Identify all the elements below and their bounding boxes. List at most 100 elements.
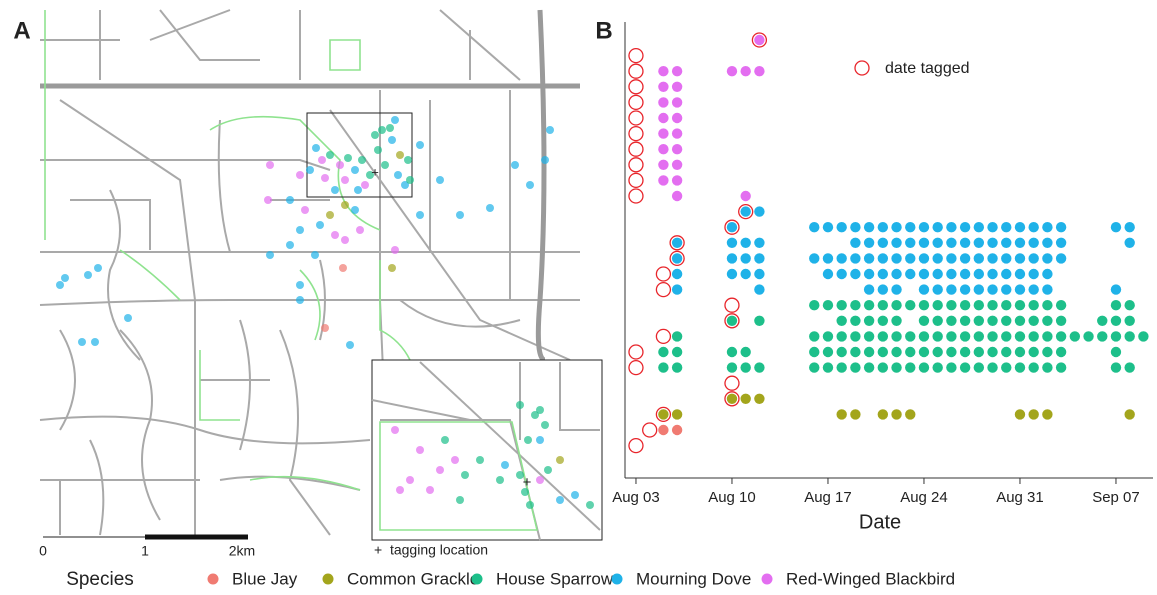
detection bbox=[671, 331, 683, 342]
detection bbox=[877, 362, 889, 373]
detection bbox=[932, 346, 943, 358]
tag-circle bbox=[724, 375, 740, 391]
map-point bbox=[61, 274, 69, 282]
detection bbox=[1042, 222, 1053, 233]
map-point bbox=[344, 154, 352, 162]
detection bbox=[740, 237, 751, 248]
detection bbox=[918, 253, 930, 264]
detection bbox=[1110, 222, 1122, 233]
map-point bbox=[556, 456, 564, 464]
tag-marker: + bbox=[371, 164, 379, 179]
map-point bbox=[266, 161, 274, 169]
tag-circle bbox=[724, 219, 740, 235]
detection bbox=[1055, 315, 1067, 326]
map-point bbox=[94, 264, 102, 272]
detection bbox=[850, 268, 861, 280]
legend-title: Species bbox=[66, 569, 134, 590]
detection bbox=[740, 66, 751, 77]
detection bbox=[658, 175, 669, 186]
detection bbox=[726, 237, 738, 248]
detection bbox=[1042, 268, 1053, 280]
detection bbox=[987, 315, 998, 326]
map-point bbox=[396, 151, 404, 159]
tag-circle bbox=[628, 63, 644, 79]
detection bbox=[987, 284, 998, 295]
detection bbox=[1028, 253, 1039, 264]
detection bbox=[1124, 331, 1135, 342]
detection bbox=[973, 222, 985, 233]
legend-key bbox=[761, 573, 773, 585]
detection bbox=[987, 362, 998, 373]
legend-key bbox=[207, 573, 219, 585]
detection bbox=[877, 315, 889, 326]
detection bbox=[1055, 222, 1067, 233]
map-point bbox=[354, 186, 362, 194]
detection bbox=[850, 362, 861, 373]
detection bbox=[918, 222, 930, 233]
detection bbox=[987, 331, 998, 342]
detection bbox=[1014, 362, 1026, 373]
detection bbox=[1028, 300, 1039, 311]
detection bbox=[658, 66, 669, 77]
detection bbox=[918, 268, 930, 280]
detection bbox=[877, 300, 889, 311]
detection bbox=[891, 315, 902, 326]
detection bbox=[740, 206, 751, 217]
legend-label: date tagged bbox=[885, 60, 970, 77]
map-point bbox=[486, 204, 494, 212]
detection bbox=[1124, 300, 1135, 311]
map-point bbox=[264, 196, 272, 204]
x-tick-label: Sep 07 bbox=[1092, 489, 1140, 506]
map-point bbox=[296, 281, 304, 289]
green-paths bbox=[44, 10, 411, 491]
detection bbox=[671, 237, 683, 248]
detection bbox=[671, 97, 683, 108]
detection bbox=[987, 253, 998, 264]
detection bbox=[836, 268, 847, 280]
map-point bbox=[311, 251, 319, 259]
detection bbox=[658, 112, 669, 124]
legend-label: Common Grackle bbox=[347, 569, 479, 588]
map-point bbox=[521, 488, 529, 496]
map-point bbox=[84, 271, 92, 279]
detection bbox=[671, 175, 683, 186]
map-point bbox=[406, 176, 414, 184]
detection bbox=[987, 222, 998, 233]
map-point bbox=[91, 338, 99, 346]
map-point bbox=[461, 471, 469, 479]
detection bbox=[959, 362, 971, 373]
map-point bbox=[124, 314, 132, 322]
detection bbox=[754, 268, 765, 280]
legend-label: Red-Winged Blackbird bbox=[786, 569, 955, 588]
detection bbox=[973, 237, 985, 248]
detection bbox=[1110, 362, 1122, 373]
detection bbox=[973, 331, 985, 342]
detection bbox=[740, 253, 751, 264]
detection bbox=[973, 315, 985, 326]
detection bbox=[905, 409, 916, 420]
detection bbox=[671, 128, 683, 139]
legend-label: House Sparrow bbox=[496, 569, 614, 588]
detection bbox=[918, 315, 930, 326]
detection bbox=[863, 362, 875, 373]
tag-circle bbox=[628, 79, 644, 95]
detection bbox=[1014, 253, 1026, 264]
inset-green bbox=[379, 421, 539, 531]
detection bbox=[754, 206, 765, 217]
tag-circle bbox=[724, 297, 740, 313]
tag-circle bbox=[655, 406, 672, 423]
map-point bbox=[301, 206, 309, 214]
detection bbox=[1083, 331, 1094, 342]
zoom-box bbox=[306, 112, 413, 198]
map-point bbox=[361, 181, 369, 189]
map-point bbox=[366, 171, 374, 179]
detection bbox=[932, 268, 943, 280]
map-point bbox=[451, 456, 459, 464]
detection bbox=[671, 190, 683, 202]
map-point bbox=[331, 231, 339, 239]
map-point bbox=[516, 401, 524, 409]
detection bbox=[932, 253, 943, 264]
detection bbox=[891, 268, 902, 280]
map-point bbox=[406, 476, 414, 484]
map-point bbox=[388, 136, 396, 144]
